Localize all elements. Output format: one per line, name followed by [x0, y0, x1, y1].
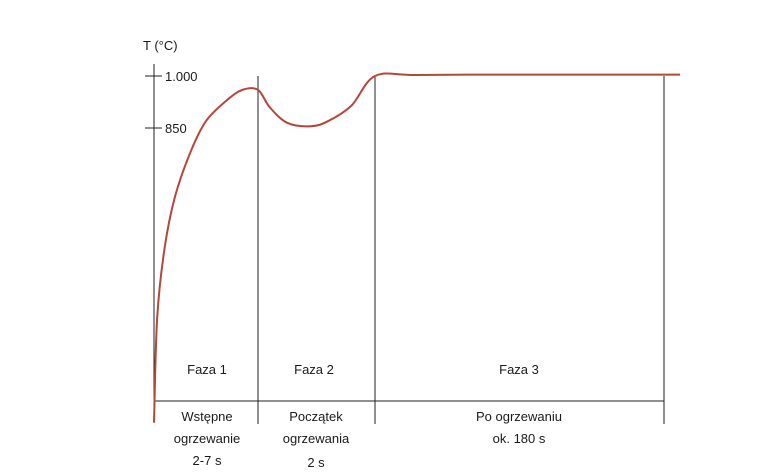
phase-3-desc-line-1: Po ogrzewaniu	[476, 409, 562, 424]
phase-3-name: Faza 3	[499, 362, 539, 377]
phase-2-desc-line-2: ogrzewania	[283, 431, 350, 446]
phase-1-desc-line-3: 2-7 s	[193, 453, 222, 468]
y-tick-label-850: 850	[165, 121, 187, 136]
phase-1-name: Faza 1	[187, 362, 227, 377]
phase-2-desc-line-1: Początek	[289, 409, 343, 424]
phase-2-desc-line-3: 2 s	[307, 455, 325, 470]
phase-3-desc-line-2: ok. 180 s	[493, 431, 546, 446]
phase-1-desc-line-2: ogrzewanie	[174, 431, 241, 446]
y-axis-label: T (°C)	[143, 38, 178, 53]
phase-2-name: Faza 2	[294, 362, 334, 377]
y-tick-label-1000: 1.000	[165, 69, 198, 84]
phase-1-desc-line-1: Wstępne	[181, 409, 232, 424]
temperature-series-line	[153, 72, 680, 423]
